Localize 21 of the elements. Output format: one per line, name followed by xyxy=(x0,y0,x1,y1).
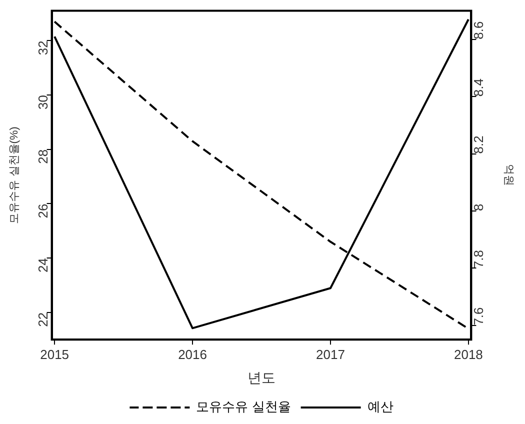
y-axis-title: 모유수유 실천율(%) xyxy=(8,126,21,224)
y2-axis-title: 억원 xyxy=(502,164,514,186)
x-axis-title: 년도 xyxy=(248,369,276,386)
y2-tick-label: 8.2 xyxy=(470,136,486,154)
y2-tick-label: 8.6 xyxy=(470,21,486,40)
x-tick-label: 2016 xyxy=(178,346,207,362)
y-tick-label: 24 xyxy=(35,258,50,273)
y-tick-label: 32 xyxy=(35,40,50,56)
x-tick-label: 2017 xyxy=(316,346,345,362)
legend-label: 모유수유 실천율 xyxy=(196,399,291,414)
y2-tick-label: 8 xyxy=(470,204,486,211)
y-tick-label: 28 xyxy=(35,149,50,164)
x-tick-label: 2018 xyxy=(454,346,483,362)
y2-tick-label: 7.6 xyxy=(470,307,486,326)
y-tick-label: 30 xyxy=(35,95,50,110)
x-tick-label: 2015 xyxy=(40,346,70,362)
y-tick-label: 22 xyxy=(35,312,50,327)
y2-tick-label: 8.4 xyxy=(470,78,486,97)
y-tick-label: 26 xyxy=(35,204,50,218)
legend-label: 예산 xyxy=(367,399,394,414)
y2-tick-label: 7.8 xyxy=(470,250,486,268)
